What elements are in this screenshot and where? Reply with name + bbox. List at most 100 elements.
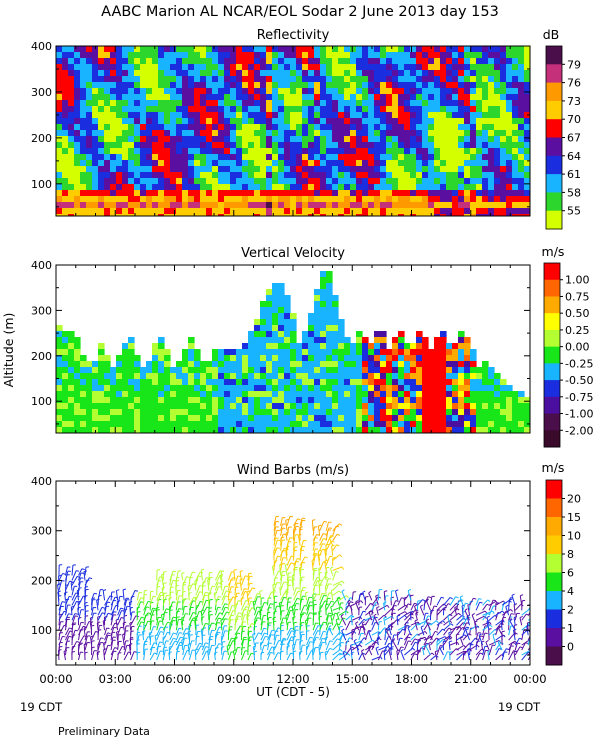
velocity-cell bbox=[194, 349, 201, 356]
reflectivity-cell bbox=[206, 124, 213, 131]
reflectivity-cell bbox=[194, 172, 201, 179]
velocity-cell bbox=[494, 415, 501, 422]
reflectivity-cell bbox=[164, 166, 171, 173]
velocity-cell bbox=[254, 349, 261, 356]
velocity-cell bbox=[332, 385, 339, 392]
reflectivity-cell bbox=[62, 76, 69, 83]
reflectivity-cell bbox=[242, 130, 249, 137]
reflectivity-cell bbox=[392, 52, 399, 59]
wind-barb bbox=[71, 607, 72, 615]
reflectivity-cell bbox=[404, 154, 411, 161]
reflectivity-cell bbox=[146, 214, 153, 221]
reflectivity-cell bbox=[488, 136, 495, 143]
wind-barb-feather bbox=[283, 618, 286, 619]
reflectivity-cell bbox=[332, 112, 339, 119]
reflectivity-cell bbox=[404, 208, 411, 215]
reflectivity-cell bbox=[350, 88, 357, 95]
reflectivity-cell bbox=[194, 130, 201, 137]
reflectivity-cell bbox=[470, 76, 477, 83]
reflectivity-cell bbox=[110, 136, 117, 143]
reflectivity-cell bbox=[194, 208, 201, 215]
reflectivity-cell bbox=[260, 208, 267, 215]
reflectivity-cell bbox=[182, 178, 189, 185]
reflectivity-cell bbox=[452, 88, 459, 95]
reflectivity-cell bbox=[428, 184, 435, 191]
reflectivity-cell bbox=[374, 130, 381, 137]
reflectivity-cell bbox=[296, 52, 303, 59]
reflectivity-cell bbox=[506, 64, 513, 71]
reflectivity-cell bbox=[278, 190, 285, 197]
velocity-cell bbox=[92, 397, 99, 404]
velocity-cell bbox=[374, 343, 381, 350]
velocity-cell bbox=[440, 361, 447, 368]
wind-barb-feather bbox=[91, 625, 94, 626]
reflectivity-cell bbox=[248, 106, 255, 113]
reflectivity-cell bbox=[428, 100, 435, 107]
reflectivity-cell bbox=[506, 118, 513, 125]
reflectivity-cell bbox=[284, 106, 291, 113]
reflectivity-cell bbox=[200, 190, 207, 197]
reflectivity-cell bbox=[368, 166, 375, 173]
velocity-cell bbox=[470, 397, 477, 404]
reflectivity-cell bbox=[290, 178, 297, 185]
reflectivity-cell bbox=[152, 118, 159, 125]
reflectivity-cell bbox=[428, 166, 435, 173]
reflectivity-cell bbox=[284, 94, 291, 101]
velocity-cell bbox=[416, 415, 423, 422]
reflectivity-cell bbox=[398, 112, 405, 119]
reflectivity-cell bbox=[176, 190, 183, 197]
reflectivity-cell bbox=[302, 136, 309, 143]
reflectivity-cell bbox=[398, 208, 405, 215]
reflectivity-cell bbox=[56, 88, 63, 95]
reflectivity-cell bbox=[230, 130, 237, 137]
reflectivity-cell bbox=[362, 94, 369, 101]
velocity-cell bbox=[56, 331, 63, 338]
velocity-cell bbox=[140, 403, 147, 410]
velocity-cell bbox=[62, 367, 69, 374]
reflectivity-cell bbox=[80, 106, 87, 113]
reflectivity-cell bbox=[104, 166, 111, 173]
reflectivity-cell bbox=[356, 130, 363, 137]
reflectivity-cell bbox=[122, 118, 129, 125]
velocity-cell bbox=[464, 343, 471, 350]
reflectivity-cell bbox=[182, 76, 189, 83]
colorbar-label: -2.00 bbox=[565, 424, 593, 437]
reflectivity-cell bbox=[248, 172, 255, 179]
reflectivity-cell bbox=[350, 112, 357, 119]
reflectivity-cell bbox=[518, 52, 525, 59]
velocity-cell bbox=[410, 361, 417, 368]
reflectivity-cell bbox=[206, 58, 213, 65]
velocity-cell bbox=[92, 391, 99, 398]
reflectivity-cell bbox=[404, 196, 411, 203]
reflectivity-cell bbox=[206, 136, 213, 143]
reflectivity-cell bbox=[74, 178, 81, 185]
reflectivity-cell bbox=[194, 106, 201, 113]
reflectivity-cell bbox=[182, 154, 189, 161]
reflectivity-cell bbox=[68, 118, 75, 125]
velocity-cell bbox=[254, 385, 261, 392]
reflectivity-cell bbox=[512, 82, 519, 89]
reflectivity-cell bbox=[284, 178, 291, 185]
reflectivity-cell bbox=[428, 64, 435, 71]
reflectivity-cell bbox=[110, 100, 117, 107]
wind-barb-feather bbox=[173, 571, 176, 572]
velocity-cell bbox=[86, 403, 93, 410]
reflectivity-cell bbox=[98, 190, 105, 197]
reflectivity-cell bbox=[254, 46, 261, 53]
reflectivity-cell bbox=[68, 88, 75, 95]
vertical-velocity-plot-area bbox=[56, 271, 531, 434]
reflectivity-cell bbox=[446, 172, 453, 179]
reflectivity-cell bbox=[110, 184, 117, 191]
velocity-cell bbox=[470, 421, 477, 428]
reflectivity-cell bbox=[440, 52, 447, 59]
velocity-cell bbox=[422, 385, 429, 392]
reflectivity-cell bbox=[386, 58, 393, 65]
reflectivity-cell bbox=[392, 208, 399, 215]
reflectivity-cell bbox=[344, 94, 351, 101]
y-tick-label: 100 bbox=[31, 395, 52, 408]
velocity-cell bbox=[104, 361, 111, 368]
velocity-cell bbox=[374, 421, 381, 428]
reflectivity-cell bbox=[80, 154, 87, 161]
reflectivity-cell bbox=[506, 208, 513, 215]
reflectivity-cell bbox=[344, 208, 351, 215]
